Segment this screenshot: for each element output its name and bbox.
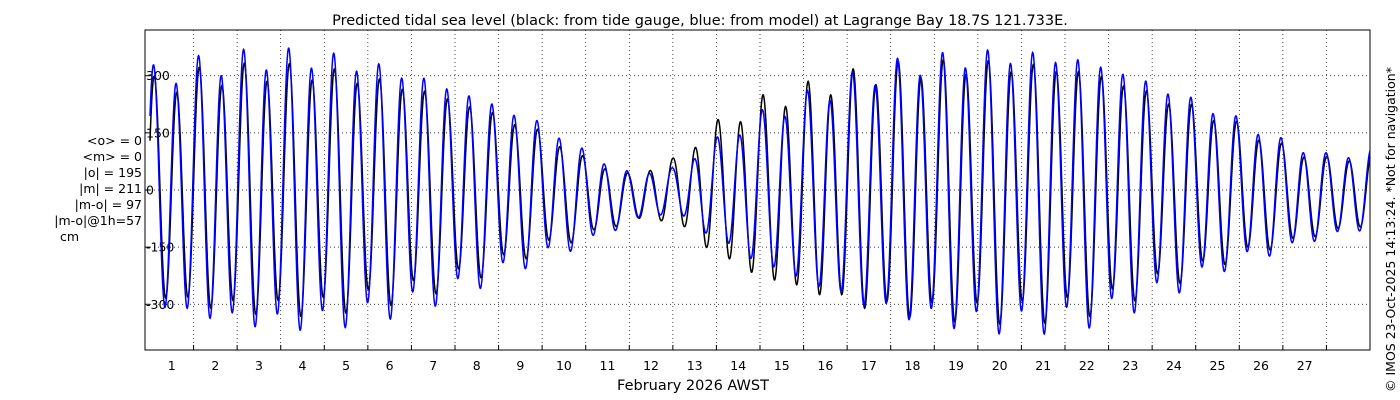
x-tick-label: 10 (556, 358, 572, 373)
x-tick-label: 13 (687, 358, 703, 373)
x-tick-label: 3 (255, 358, 263, 373)
stat-abs-observed: |o| = 195 (83, 165, 142, 180)
chart-title: Predicted tidal sea level (black: from t… (332, 13, 1068, 29)
x-tick-label: 11 (600, 358, 616, 373)
x-tick-label: 22 (1079, 358, 1095, 373)
y-tick-label: 300 (146, 68, 170, 83)
x-tick-label: 24 (1166, 358, 1182, 373)
x-tick-label: 25 (1210, 358, 1226, 373)
x-tick-label: 14 (730, 358, 746, 373)
stat-abs-difference: |m-o| = 97 (74, 197, 142, 212)
x-tick-label: 15 (774, 358, 790, 373)
x-tick-label: 9 (516, 358, 524, 373)
stat-mean-observed: <o> = 0 (87, 133, 142, 148)
x-tick-label: 2 (211, 358, 219, 373)
statistics-panel: <o> = 0 <m> = 0 |o| = 195 |m| = 211 |m-o… (0, 133, 142, 245)
x-tick-label: 26 (1253, 358, 1269, 373)
series-lines (149, 47, 1371, 336)
x-tick-label: 1 (168, 358, 176, 373)
model-series (149, 47, 1371, 336)
tide-gauge-series (149, 58, 1371, 326)
x-tick-label: 27 (1297, 358, 1313, 373)
x-tick-label: 5 (342, 358, 350, 373)
x-tick-label: 8 (473, 358, 481, 373)
stat-mean-model: <m> = 0 (82, 149, 143, 164)
x-tick-label: 6 (386, 358, 394, 373)
y-tick-label: -150 (146, 240, 174, 255)
x-axis-label: February 2026 AWST (617, 378, 769, 394)
copyright-notice: © IMOS 23-Oct-2025 14:13:24. *Not for na… (1383, 67, 1398, 392)
x-tick-label: 16 (817, 358, 833, 373)
x-tick-label: 18 (905, 358, 921, 373)
x-tick-label: 20 (992, 358, 1008, 373)
x-tick-label: 7 (429, 358, 437, 373)
stat-abs-difference-1h: |m-o|@1h=57 (54, 213, 142, 228)
y-tick-label: 0 (146, 183, 154, 198)
y-tick-label: -300 (146, 297, 174, 312)
x-tick-label: 4 (299, 358, 307, 373)
stat-abs-model: |m| = 211 (79, 181, 142, 196)
stat-units: cm (60, 229, 80, 244)
x-tick-label: 12 (643, 358, 659, 373)
x-tick-label: 17 (861, 358, 877, 373)
x-tick-label: 19 (948, 358, 964, 373)
x-tick-label: 23 (1122, 358, 1138, 373)
x-tick-label: 21 (1035, 358, 1051, 373)
